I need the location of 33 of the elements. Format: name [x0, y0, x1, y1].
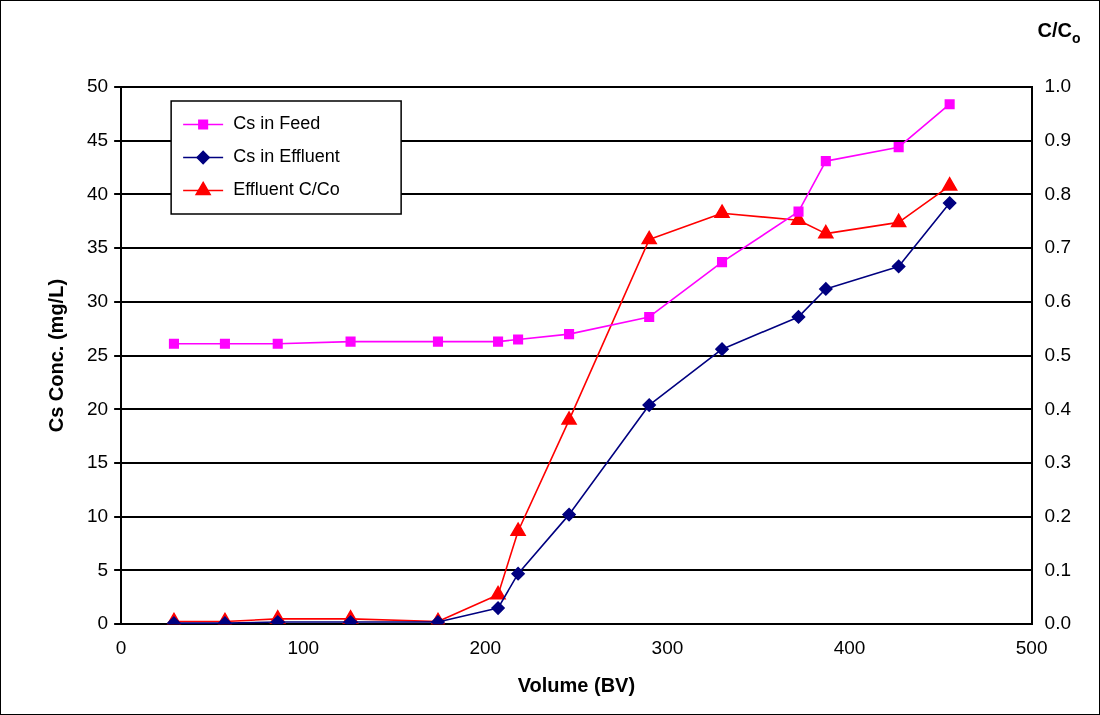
y2-tick-label: 0.5	[1044, 343, 1072, 365]
y-tick-label: 40	[86, 182, 109, 204]
x-axis-title: Volume (BV)	[517, 673, 636, 696]
x-tick-label: 0	[115, 636, 127, 658]
y2-tick-label: 0.0	[1044, 612, 1072, 634]
y-tick-label: 35	[86, 236, 109, 258]
y-tick-label: 10	[86, 504, 109, 526]
y2-tick-label: 0.4	[1044, 397, 1072, 419]
y2-tick-label: 0.7	[1044, 236, 1072, 258]
y-tick-label: 15	[86, 451, 109, 473]
y2-tick-label: 1.0	[1044, 75, 1072, 97]
x-tick-label: 200	[469, 636, 502, 658]
y2-tick-label: 0.6	[1044, 290, 1072, 312]
legend-label: Cs in Effluent	[233, 146, 340, 167]
y-tick-label: 50	[86, 75, 109, 97]
y2-tick-label: 0.3	[1044, 451, 1072, 473]
x-tick-label: 400	[833, 636, 866, 658]
y-tick-label: 0	[97, 612, 109, 634]
legend-label: Effluent C/Co	[233, 179, 340, 200]
y-tick-label: 5	[97, 558, 109, 580]
y2-tick-label: 0.8	[1044, 182, 1072, 204]
y2-tick-label: 0.2	[1044, 504, 1072, 526]
y-tick-label: 20	[86, 397, 109, 419]
x-tick-label: 300	[651, 636, 684, 658]
y-tick-label: 25	[86, 343, 109, 365]
y-tick-label: 30	[86, 290, 109, 312]
x-tick-label: 100	[287, 636, 320, 658]
y2-tick-label: 0.1	[1044, 558, 1072, 580]
legend-label: Cs in Feed	[233, 113, 321, 134]
y-axis-title: Cs Conc. (mg/L)	[44, 278, 67, 433]
y2-tick-label: 0.9	[1044, 128, 1072, 150]
y-tick-label: 45	[86, 128, 109, 150]
x-tick-label: 500	[1015, 636, 1048, 658]
